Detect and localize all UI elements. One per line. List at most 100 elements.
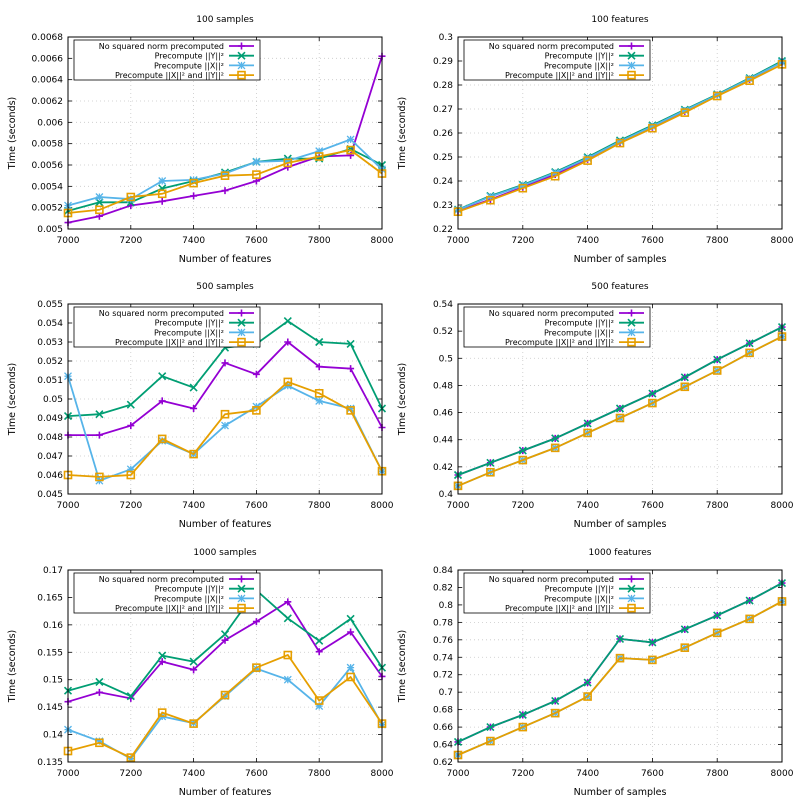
chart-title: 100 features <box>591 15 649 25</box>
plot-frame <box>67 569 383 763</box>
marker <box>680 625 689 634</box>
y-tick-label: 0.42 <box>433 463 453 473</box>
marker <box>583 154 592 163</box>
chart-title: 1000 samples <box>193 548 256 558</box>
x-tick-label: 7000 <box>447 501 470 511</box>
marker <box>190 405 198 412</box>
chart-title: 500 samples <box>196 282 254 292</box>
marker <box>583 692 592 701</box>
marker <box>95 737 104 746</box>
marker <box>95 205 104 215</box>
marker <box>126 192 136 202</box>
marker <box>283 158 293 168</box>
y-tick-label: 0.0058 <box>32 140 64 150</box>
legend: No squared norm precomputed Precompute ||… <box>73 306 261 348</box>
marker <box>346 135 355 144</box>
legend-label: Precompute ||Y||² <box>155 585 224 594</box>
marker <box>190 192 198 200</box>
marker <box>486 467 495 477</box>
marker <box>252 370 260 378</box>
marker <box>252 618 260 626</box>
legend-label: Precompute ||X||² and ||Y||² <box>115 71 224 80</box>
marker <box>628 575 635 583</box>
marker <box>284 598 292 606</box>
marker <box>237 70 246 80</box>
y-tick-label: 0.22 <box>433 225 453 235</box>
legend-label: No squared norm precomputed <box>99 309 224 318</box>
y-tick-label: 0.0054 <box>32 182 64 192</box>
marker <box>550 443 560 453</box>
marker <box>627 337 636 347</box>
series-line <box>457 60 783 212</box>
marker <box>158 436 167 445</box>
y-tick-label: 0.76 <box>433 636 453 646</box>
marker <box>615 634 625 644</box>
y-axis-label: Time (seconds) <box>397 363 408 437</box>
legend-label: Precompute ||X||² and ||Y||² <box>115 604 224 613</box>
marker <box>551 434 560 443</box>
marker <box>315 636 324 645</box>
legend-label: No squared norm precomputed <box>489 309 614 318</box>
series-line <box>457 61 783 211</box>
y-tick-label: 0.62 <box>433 758 453 768</box>
series-line <box>67 665 383 760</box>
y-tick-label: 0.052 <box>37 357 63 367</box>
marker <box>713 355 722 364</box>
y-tick-label: 0.84 <box>433 566 453 576</box>
y-tick-label: 0.054 <box>37 319 63 329</box>
y-tick-label: 0.46 <box>433 409 453 419</box>
x-tick-label: 8000 <box>771 501 794 511</box>
y-tick-label: 0.48 <box>433 381 453 391</box>
x-tick-label: 7800 <box>308 236 331 246</box>
marker <box>648 123 657 133</box>
legend-label: Precompute ||X||² <box>544 594 614 603</box>
marker <box>189 657 198 666</box>
marker <box>237 51 246 60</box>
x-tick-label: 7600 <box>641 236 664 246</box>
marker <box>127 422 135 430</box>
marker <box>157 434 167 444</box>
marker <box>283 650 293 660</box>
marker <box>346 614 355 623</box>
marker <box>252 170 261 179</box>
y-axis-label: Time (seconds) <box>397 97 408 171</box>
marker <box>627 328 636 337</box>
y-tick-label: 0.24 <box>433 177 453 187</box>
x-axis-label: Number of features <box>179 519 272 530</box>
marker <box>518 455 528 465</box>
marker <box>126 465 135 474</box>
marker <box>95 472 104 482</box>
y-tick-label: 0.16 <box>43 621 63 631</box>
x-tick-label: 7800 <box>308 501 331 511</box>
marker <box>126 400 135 409</box>
marker <box>95 688 103 696</box>
legend-label: Precompute ||X||² and ||Y||² <box>115 338 224 347</box>
y-tick-label: 0.82 <box>433 583 453 593</box>
marker <box>237 61 246 70</box>
marker <box>284 338 292 346</box>
marker <box>346 663 355 672</box>
marker <box>745 596 754 605</box>
legend-label: Precompute ||X||² <box>154 61 224 70</box>
y-tick-label: 0.28 <box>433 81 453 91</box>
marker <box>189 383 198 392</box>
marker <box>189 178 198 188</box>
marker <box>745 614 754 624</box>
marker <box>238 309 245 317</box>
marker <box>680 643 690 652</box>
marker <box>627 594 636 603</box>
marker <box>95 193 104 201</box>
marker <box>95 738 104 748</box>
marker <box>315 702 324 711</box>
x-axis-label: Number of samples <box>574 519 667 530</box>
marker <box>220 409 230 419</box>
plot-frame <box>67 303 383 495</box>
marker <box>157 708 167 717</box>
y-tick-label: 0.8 <box>439 601 454 611</box>
marker <box>745 339 754 348</box>
marker <box>314 696 324 705</box>
y-tick-label: 0.0066 <box>32 54 64 64</box>
